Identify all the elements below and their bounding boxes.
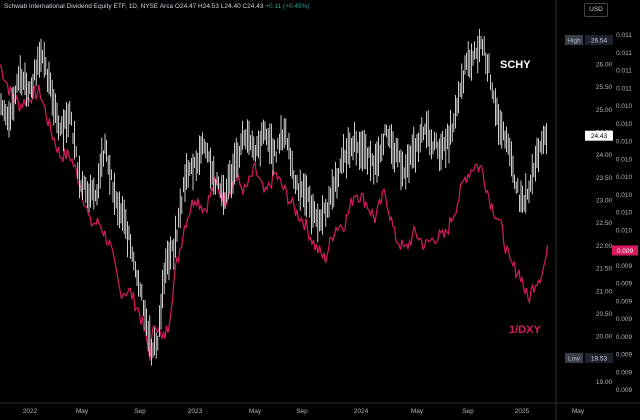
price-tick-label: 22.00: [596, 243, 613, 250]
dxy-series-label: 1/DXY: [509, 324, 541, 336]
dxy-tick-label: 0.010: [616, 121, 633, 128]
time-tick-label: Sep: [134, 408, 146, 415]
high-marker-value-bg: [585, 35, 613, 45]
dxy-tick-label: 0.009: [616, 263, 633, 270]
price-tick-label: 21.50: [596, 266, 613, 273]
price-tick-label: 19.00: [596, 379, 613, 386]
price-tick-label: 20.50: [596, 311, 613, 318]
low-marker-tag-label: Low: [568, 355, 580, 362]
dxy-tick-label: 0.009: [616, 316, 633, 323]
price-tick-label: 23.00: [596, 198, 613, 205]
price-tick-label: 23.50: [596, 175, 613, 182]
dxy-tick-label: 0.009: [616, 352, 633, 359]
time-tick-label: May: [249, 408, 262, 415]
ohlc-values: O24.47 H24.53 L24.40 C24.43: [174, 3, 264, 10]
time-tick-label: 2024: [354, 408, 369, 415]
dxy-tick-label: 0.010: [616, 210, 633, 217]
dxy-last-bg: [612, 245, 638, 256]
dxy-tick-label: 0.010: [616, 192, 633, 199]
dxy-tick-label: 0.011: [616, 85, 632, 92]
dxy-tick-label: 0.010: [616, 174, 633, 181]
high-marker-value: 26.54: [591, 38, 608, 45]
high-marker-tag-label: High: [567, 38, 581, 45]
dxy-series-line: [0, 64, 549, 361]
dxy-tick-label: 0.011: [616, 32, 632, 39]
dxy-tick-label: 0.009: [616, 387, 633, 394]
schy-series-label: SCHY: [500, 59, 531, 71]
price-tick-label: 26.00: [596, 61, 613, 68]
dxy-tick-label: 0.010: [616, 139, 633, 146]
price-tick-label: 20.00: [596, 334, 613, 341]
time-tick-label: 2025: [515, 408, 530, 415]
dxy-tick-label: 0.009: [616, 334, 633, 341]
currency-button[interactable]: USD: [584, 3, 608, 17]
dxy-tick-label: 0.011: [616, 50, 632, 57]
time-tick-label: Sep: [462, 408, 474, 415]
low-marker-value-bg: [585, 352, 613, 363]
price-tick-label: 25.50: [596, 84, 613, 91]
price-tick-label: 21.00: [596, 288, 613, 295]
chart-header: Schwab International Dividend Equity ETF…: [4, 3, 310, 10]
dxy-tick-label: 0.010: [616, 103, 633, 110]
dxy-tick-label: 0.009: [616, 281, 633, 288]
dxy-last-value: 0.009: [617, 248, 634, 255]
dxy-tick-label: 0.009: [616, 298, 633, 305]
time-tick-label: May: [76, 408, 89, 415]
time-tick-label: May: [572, 408, 585, 415]
time-tick-label: May: [411, 408, 424, 415]
time-tick-label: 2023: [188, 408, 203, 415]
dxy-tick-label: 0.009: [616, 369, 633, 376]
time-tick-label: Sep: [296, 408, 308, 415]
dxy-tick-label: 0.010: [616, 156, 633, 163]
dxy-tick-label: 0.010: [616, 227, 633, 234]
time-tick-label: 2022: [23, 408, 38, 415]
schy-last-price-value-bg: [585, 130, 613, 141]
symbol-title: Schwab International Dividend Equity ETF…: [4, 3, 174, 10]
price-tick-label: 24.00: [596, 152, 613, 159]
low-marker-value: 19.53: [591, 355, 608, 362]
high-marker-tag-bg: [565, 35, 583, 45]
low-marker-tag-bg: [565, 352, 583, 363]
price-tick-label: 22.50: [596, 220, 613, 227]
schy-last-price-value: 24.43: [591, 133, 608, 140]
price-tick-label: 25.00: [596, 107, 613, 114]
dxy-tick-label: 0.011: [616, 68, 632, 75]
price-change: +0.11 (+0.45%): [265, 3, 310, 10]
